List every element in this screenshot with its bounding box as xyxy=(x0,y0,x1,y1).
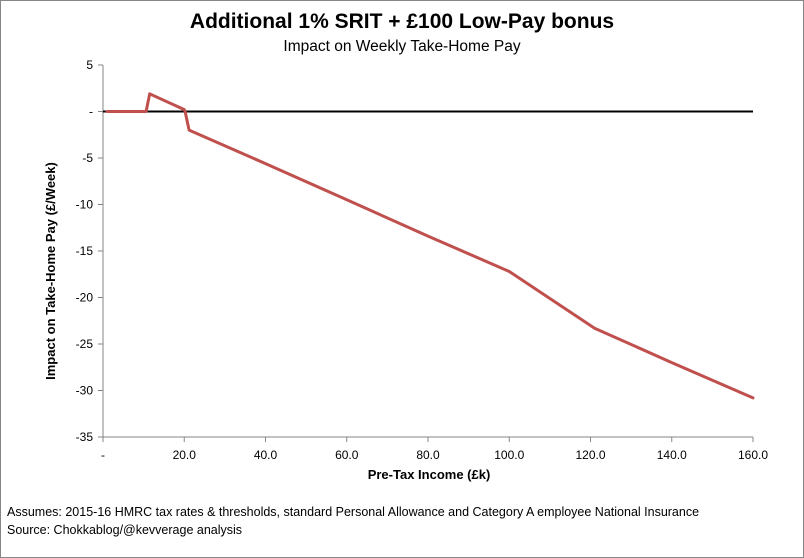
y-tick-label: -35 xyxy=(76,430,94,444)
x-tick-label: 160.0 xyxy=(738,448,768,462)
y-tick-label: -10 xyxy=(76,198,94,212)
y-tick-label: 5 xyxy=(86,58,93,72)
y-tick-label: -5 xyxy=(82,151,93,165)
y-tick-label: -15 xyxy=(76,244,94,258)
footnote-assumptions: Assumes: 2015-16 HMRC tax rates & thresh… xyxy=(7,505,700,519)
chart-subtitle: Impact on Weekly Take-Home Pay xyxy=(283,38,521,55)
x-tick-label: 140.0 xyxy=(657,448,687,462)
x-tick-label: 60.0 xyxy=(335,448,359,462)
footnote-source: Source: Chokkablog/@kevverage analysis xyxy=(7,523,243,537)
y-tick-label: -20 xyxy=(76,291,94,305)
y-tick-label: - xyxy=(89,105,93,119)
x-tick-label: - xyxy=(101,448,105,462)
x-tick-label: 100.0 xyxy=(494,448,524,462)
x-tick-label: 20.0 xyxy=(173,448,197,462)
x-tick-label: 40.0 xyxy=(254,448,278,462)
y-tick-label: -30 xyxy=(76,384,94,398)
y-axis-title: Impact on Take-Home Pay (£/Week) xyxy=(43,162,58,380)
chart-title: Additional 1% SRIT + £100 Low-Pay bonus xyxy=(189,10,615,33)
series-line xyxy=(105,92,755,400)
x-tick-label: 80.0 xyxy=(416,448,440,462)
y-tick-label: -25 xyxy=(76,337,94,351)
x-axis-title: Pre-Tax Income (£k) xyxy=(367,467,491,482)
x-tick-label: 120.0 xyxy=(575,448,605,462)
